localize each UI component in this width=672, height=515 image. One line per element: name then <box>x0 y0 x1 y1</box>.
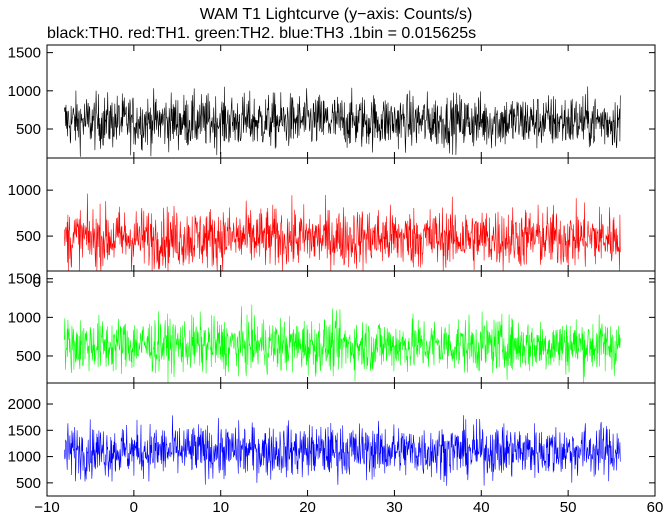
x-tick-label-3: 20 <box>299 499 316 515</box>
y-tick-label-TH3-3: 2000 <box>8 396 41 413</box>
y-tick-label-TH2-1: 1000 <box>8 309 41 326</box>
y-tick-label-TH0-0: 500 <box>16 121 41 138</box>
x-tick-label-5: 40 <box>473 499 490 515</box>
series-line-TH1 <box>64 193 621 272</box>
series-line-TH3 <box>64 415 621 486</box>
x-tick-label-4: 30 <box>386 499 403 515</box>
chart-title: WAM T1 Lightcurve (y−axis: Counts/s) <box>199 6 473 23</box>
panel-frame-TH0 <box>46 44 656 159</box>
y-tick-label-TH3-1: 1000 <box>8 449 41 466</box>
series-line-TH2 <box>64 304 621 384</box>
x-tick-label-6: 50 <box>560 499 577 515</box>
y-tick-label-TH0-2: 1500 <box>8 45 41 62</box>
y-tick-label-TH3-0: 500 <box>16 475 41 492</box>
chart-subtitle: black:TH0. red:TH1. green:TH2. blue:TH3 … <box>47 25 477 42</box>
y-tick-label-TH2-2: 1500 <box>8 271 41 288</box>
x-tick-label-7: 60 <box>647 499 664 515</box>
x-tick-label-0: −10 <box>34 499 59 515</box>
y-tick-label-TH1-2: 1000 <box>8 182 41 199</box>
panel-frame-TH2 <box>46 270 656 384</box>
x-tick-label-1: 0 <box>130 499 138 515</box>
y-tick-label-TH0-1: 1000 <box>8 83 41 100</box>
y-tick-label-TH1-1: 500 <box>16 228 41 245</box>
series-line-TH0 <box>64 86 621 157</box>
panel-frame-TH3 <box>46 382 656 497</box>
title-block: WAM T1 Lightcurve (y−axis: Counts/s) bla… <box>0 0 672 44</box>
y-tick-label-TH1-0: 0 <box>33 274 41 291</box>
y-tick-label-TH2-0: 500 <box>16 348 41 365</box>
x-tick-label-2: 10 <box>212 499 229 515</box>
y-tick-label-TH3-2: 1500 <box>8 422 41 439</box>
